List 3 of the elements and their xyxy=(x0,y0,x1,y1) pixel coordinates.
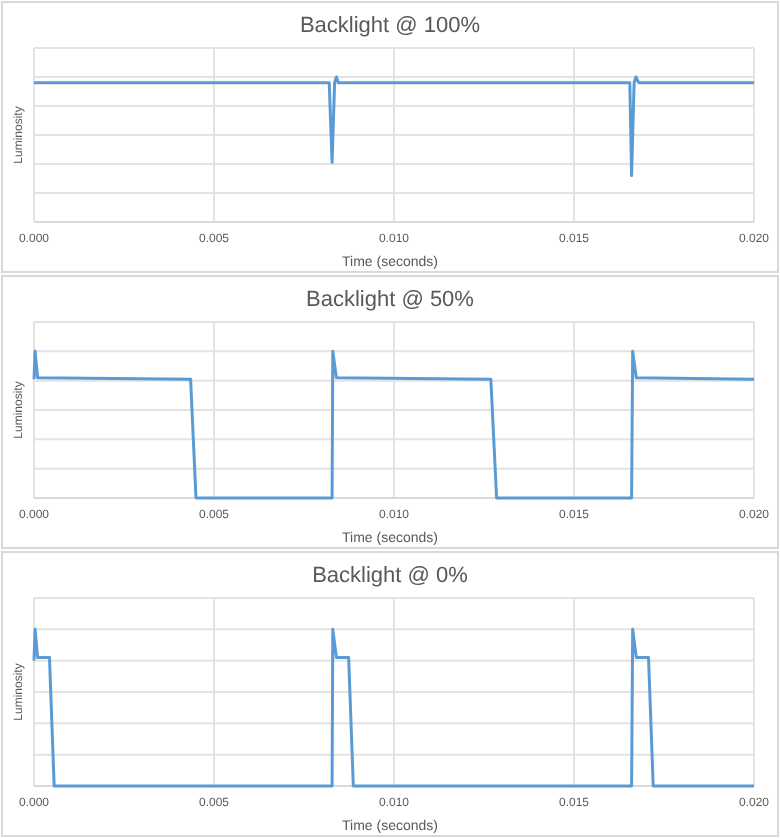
chart-title: Backlight @ 50% xyxy=(306,288,475,312)
chart-title: Backlight @ 0% xyxy=(312,564,469,588)
chart-title: Backlight @ 100% xyxy=(299,14,481,38)
